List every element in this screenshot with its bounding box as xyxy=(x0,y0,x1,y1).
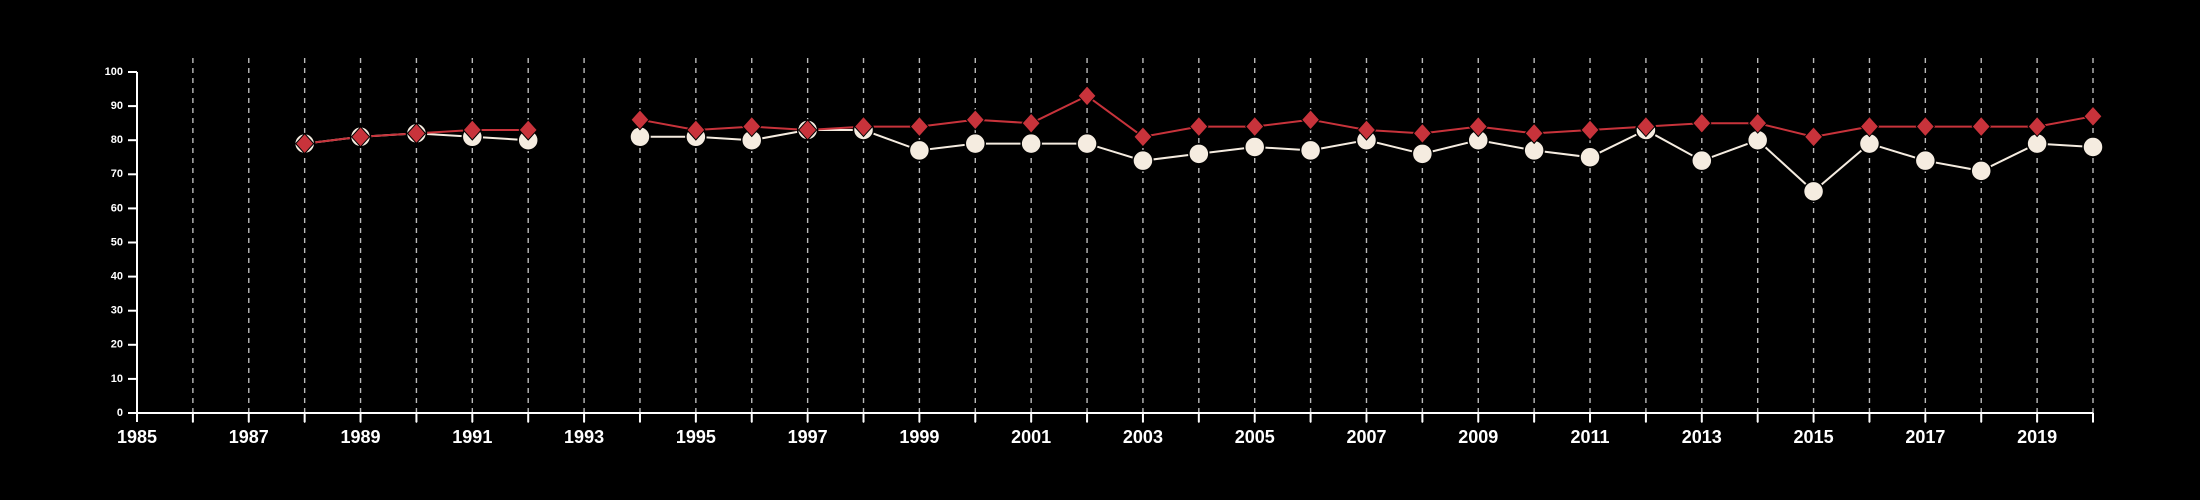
circle-point-2011 xyxy=(1579,146,1601,168)
diamond-point-2000 xyxy=(965,108,985,131)
diamond-point-1999 xyxy=(909,115,930,138)
diamond-point-2013 xyxy=(1692,112,1712,134)
x-tick-label: 1999 xyxy=(899,427,939,447)
diamond-point-2006 xyxy=(1300,108,1321,131)
circle-point-2020 xyxy=(2082,136,2104,158)
x-tick-label: 2009 xyxy=(1458,427,1498,447)
x-tick-label: 2001 xyxy=(1011,427,1051,447)
series-layer xyxy=(293,85,2104,203)
vertical-gridlines xyxy=(192,58,2094,425)
diamond-point-2020 xyxy=(2083,105,2103,128)
circle-point-2008 xyxy=(1411,143,1434,165)
diamond-point-1998 xyxy=(853,115,874,138)
x-tick-label: 2019 xyxy=(2017,427,2057,447)
y-tick-label: 20 xyxy=(111,339,123,351)
diamond-point-2008 xyxy=(1412,122,1433,145)
circle-point-2018 xyxy=(1970,160,1992,182)
diamond-point-1997 xyxy=(797,119,818,141)
x-tick-label: 1987 xyxy=(229,427,269,447)
y-tick-label: 90 xyxy=(111,100,123,112)
x-tick-label: 2011 xyxy=(1570,427,1609,447)
diamond-point-1992 xyxy=(518,119,538,141)
diamond-point-2011 xyxy=(1580,119,1600,141)
y-axis-ticks xyxy=(128,71,137,414)
x-tick-label: 1993 xyxy=(564,427,604,447)
diamond-point-2010 xyxy=(1524,122,1544,145)
y-axis-tick-labels: 0 10 20 30 40 50 60 70 80 90 100 xyxy=(105,66,123,419)
x-tick-label: 2005 xyxy=(1235,427,1275,447)
y-tick-label: 30 xyxy=(111,305,123,317)
diamond-point-2018 xyxy=(1971,115,1991,138)
circle-point-2013 xyxy=(1691,149,1713,172)
diamond-point-1994 xyxy=(630,108,650,131)
axes xyxy=(136,72,2093,414)
diamond-point-2003 xyxy=(1133,126,1153,148)
diamond-point-2001 xyxy=(1021,112,1041,134)
diamond-point-1988 xyxy=(294,132,315,155)
diamond-point-2014 xyxy=(1748,112,1768,134)
y-tick-label: 60 xyxy=(111,202,123,214)
diamond-point-2017 xyxy=(1915,115,1936,138)
diamond-point-1996 xyxy=(742,115,762,138)
circle-point-2006 xyxy=(1299,139,1322,162)
x-tick-label: 2003 xyxy=(1123,427,1163,447)
x-tick-label: 2017 xyxy=(1905,427,1945,447)
y-tick-label: 50 xyxy=(111,236,123,248)
diamond-point-2007 xyxy=(1356,119,1377,141)
x-tick-label: 2015 xyxy=(1794,427,1834,447)
circle-point-2005 xyxy=(1243,136,1266,158)
diamond-point-1990 xyxy=(406,122,427,145)
circle-point-1999 xyxy=(908,139,931,162)
x-tick-label: 1985 xyxy=(117,427,157,447)
circle-point-2015 xyxy=(1802,180,1825,203)
x-tick-label: 1997 xyxy=(788,427,828,447)
y-tick-label: 10 xyxy=(111,373,123,385)
y-tick-label: 100 xyxy=(105,66,123,78)
circle-point-2004 xyxy=(1188,143,1210,165)
diamond-point-2004 xyxy=(1189,115,1209,138)
diamond-point-2016 xyxy=(1859,115,1880,138)
diamond-point-1989 xyxy=(350,126,371,148)
x-tick-label: 2013 xyxy=(1682,427,1722,447)
x-tick-label: 1989 xyxy=(341,427,381,447)
diamond-point-2002 xyxy=(1077,85,1097,107)
diamond-point-2012 xyxy=(1636,115,1656,138)
circle-point-2000 xyxy=(964,132,987,155)
y-tick-label: 0 xyxy=(117,407,123,419)
circle-point-2001 xyxy=(1020,132,1042,155)
series-markers xyxy=(293,85,2104,203)
diamond-point-1991 xyxy=(462,119,482,141)
circle-point-2017 xyxy=(1914,149,1937,172)
x-tick-label: 1991 xyxy=(452,427,492,447)
x-axis-tick-labels: 1985 1987 1989 1991 1993 1995 1997 1999 2001 2003… xyxy=(117,427,2057,447)
x-tick-label: 2007 xyxy=(1346,427,1386,447)
circle-point-2003 xyxy=(1132,149,1154,172)
circle-point-2002 xyxy=(1076,132,1098,155)
y-tick-label: 40 xyxy=(111,271,123,283)
diamond-point-2005 xyxy=(1245,115,1265,138)
x-axis-ticks xyxy=(136,413,2094,422)
y-tick-label: 80 xyxy=(111,134,123,146)
diamond-point-1995 xyxy=(686,119,706,141)
x-tick-label: 1995 xyxy=(676,427,716,447)
diamond-point-2015 xyxy=(1803,126,1824,148)
diamond-point-2019 xyxy=(2027,115,2047,138)
diamond-point-2009 xyxy=(1468,115,1488,138)
y-tick-label: 70 xyxy=(111,168,123,180)
